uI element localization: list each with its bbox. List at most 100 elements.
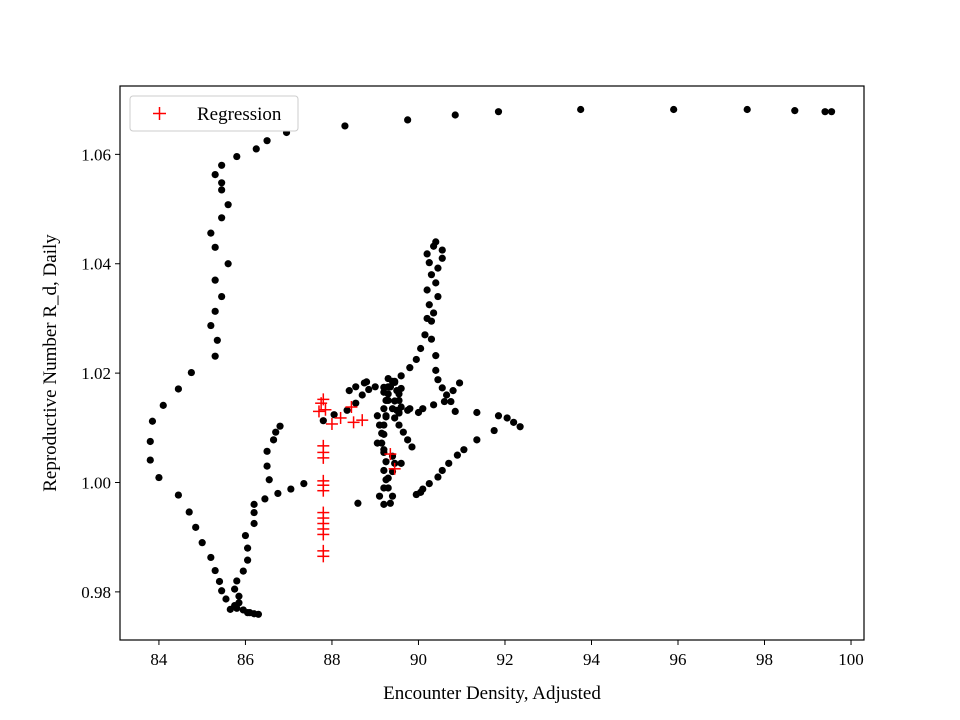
data-point [239,567,247,575]
data-point [438,254,446,262]
data-point [241,531,250,540]
data-point [397,372,405,380]
data-point [382,396,390,405]
data-point [345,387,353,395]
data-point [287,485,295,493]
regression-point [317,451,330,464]
data-point [455,379,464,387]
data-point [442,391,451,399]
data-point [434,292,442,301]
data-point [434,376,442,384]
data-point [207,321,215,330]
data-point [263,447,271,455]
data-point [406,405,414,413]
legend-box [129,95,299,132]
data-point [408,443,416,451]
data-point [187,368,195,377]
data-point [438,466,446,475]
data-point [365,385,373,394]
data-point [373,412,381,420]
regression-point [347,416,360,429]
data-point [261,495,269,503]
data-point [218,186,226,194]
data-point [423,286,431,294]
data-point [159,401,167,409]
regression-point [317,393,330,406]
data-point [382,458,390,466]
data-point [393,387,401,395]
data-point [391,414,399,422]
data-point [427,317,436,325]
data-point [211,307,219,315]
data-point [218,214,226,222]
data-point [460,446,468,454]
data-point [743,105,751,114]
x-tick-label: 86 [237,650,254,669]
data-point [352,399,360,407]
data-point [434,264,442,272]
data-point [211,276,219,284]
data-point [343,406,351,414]
data-point [244,544,252,552]
data-point [352,383,360,391]
x-tick-label: 98 [756,650,773,669]
data-point [192,523,200,531]
data-point [382,413,390,421]
data-point [211,243,219,251]
data-point [378,439,386,447]
data-point [434,473,442,481]
data-point [490,426,498,435]
data-point [211,566,219,575]
y-tick-label: 1.04 [81,255,111,274]
x-axis: 84 86 88 90 92 94 96 98 100 [150,640,864,669]
data-point [250,500,258,508]
data-point [473,436,481,444]
data-point [425,259,433,267]
y-tick-label: 1.06 [81,145,111,164]
data-point [211,352,219,360]
data-point [382,476,390,484]
data-point [218,587,226,595]
data-point [404,116,412,124]
data-point [354,499,362,507]
data-point [360,379,368,387]
data-point [516,423,524,431]
data-point [430,309,438,317]
data-point [174,385,182,393]
data-point [226,605,234,613]
data-point [670,105,678,114]
data-point [449,387,457,395]
data-point [146,456,154,464]
data-point [252,145,260,153]
data-point [494,108,503,116]
data-point [254,610,263,618]
data-point [211,170,219,179]
data-point [380,448,388,457]
data-point [185,508,193,516]
data-point [432,366,440,374]
data-point [421,331,429,339]
y-axis-label: Reproductive Number R_d, Daily [40,234,61,492]
data-point [378,429,386,437]
x-tick-label: 100 [838,650,864,669]
data-point [224,260,232,268]
data-point [250,508,258,517]
data-point [319,417,327,425]
x-tick-label: 84 [150,650,168,669]
data-point [438,384,446,392]
data-point [427,335,436,343]
legend-regression-label: Regression [197,104,282,125]
data-point [393,406,401,414]
data-point [423,250,431,258]
regression-point [317,484,330,497]
data-point [827,108,836,116]
data-point [404,436,412,444]
data-point [358,391,366,399]
data-point [224,201,232,209]
data-point [269,436,278,444]
data-point [375,492,384,500]
data-point [412,490,420,499]
data-point [380,405,388,413]
data-point [330,411,338,419]
